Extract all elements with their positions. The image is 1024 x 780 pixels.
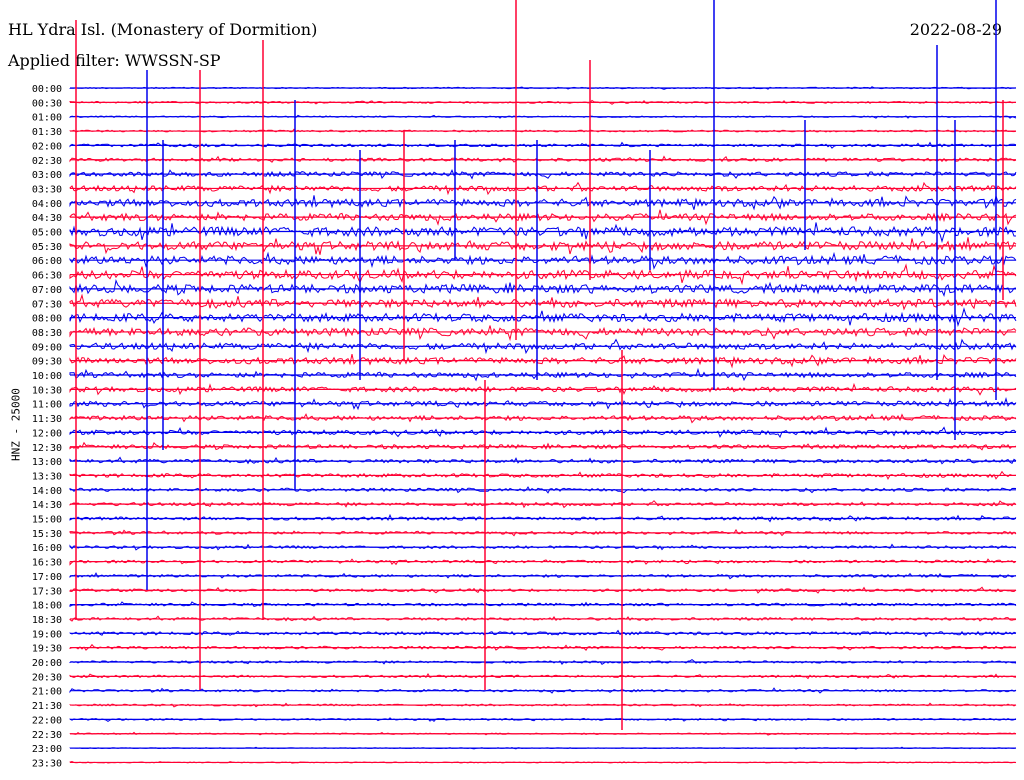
tick-label-1830: 18:30 [32, 615, 62, 626]
tick-label-0500: 05:00 [32, 228, 62, 239]
trace-1830 [69, 615, 1017, 622]
trace-0730 [69, 293, 1017, 311]
tick-label-2030: 20:30 [32, 672, 62, 683]
tick-label-1900: 19:00 [32, 629, 62, 640]
tick-label-1600: 16:00 [32, 543, 62, 554]
tick-label-0330: 03:30 [32, 184, 62, 195]
tick-label-1330: 13:30 [32, 471, 62, 482]
record-date: 2022-08-29 [909, 20, 1002, 39]
event-spikes [75, 0, 1004, 730]
tick-label-1500: 15:00 [32, 515, 62, 526]
tick-label-0830: 08:30 [32, 328, 62, 339]
tick-label-0100: 01:00 [32, 113, 62, 124]
tick-label-1430: 14:30 [32, 500, 62, 511]
tick-label-2330: 23:30 [32, 758, 62, 769]
tick-label-2230: 22:30 [32, 730, 62, 741]
tick-label-1730: 17:30 [32, 586, 62, 597]
trace-0530 [69, 237, 1017, 255]
tick-label-0530: 05:30 [32, 242, 62, 253]
tick-label-0800: 08:00 [32, 314, 62, 325]
trace-0300 [69, 169, 1017, 180]
tick-label-2130: 21:30 [32, 701, 62, 712]
tick-label-1230: 12:30 [32, 443, 62, 454]
tick-label-0230: 02:30 [32, 156, 62, 167]
tick-label-2100: 21:00 [32, 687, 62, 698]
trace-0700 [69, 279, 1017, 297]
tick-label-1030: 10:30 [32, 385, 62, 396]
trace-0430 [69, 209, 1017, 226]
time-tick-labels: 00:00 00:30 01:00 01:30 02:00 02:30 03:00 03:30… [32, 84, 62, 769]
seismic-traces [69, 86, 1017, 764]
tick-label-0000: 00:00 [32, 84, 62, 95]
tick-label-1930: 19:30 [32, 644, 62, 655]
trace-0600 [69, 251, 1017, 270]
trace-1330 [69, 470, 1017, 481]
trace-0630 [69, 263, 1017, 286]
tick-label-1200: 12:00 [32, 428, 62, 439]
tick-label-1130: 11:30 [32, 414, 62, 425]
trace-0830 [69, 325, 1017, 342]
filter-label: Applied filter: WWSSN-SP [8, 51, 221, 70]
tick-label-0130: 01:30 [32, 127, 62, 138]
tick-label-0600: 06:00 [32, 256, 62, 267]
tick-label-1700: 17:00 [32, 572, 62, 583]
tick-label-0900: 09:00 [32, 342, 62, 353]
tick-label-1400: 14:00 [32, 486, 62, 497]
tick-label-2200: 22:00 [32, 715, 62, 726]
tick-label-0030: 00:30 [32, 98, 62, 109]
trace-1230 [69, 441, 1017, 451]
tick-label-0430: 04:30 [32, 213, 62, 224]
tick-label-2300: 23:00 [32, 744, 62, 755]
tick-label-2000: 20:00 [32, 658, 62, 669]
tick-label-0300: 03:00 [32, 170, 62, 181]
tick-label-0400: 04:00 [32, 199, 62, 210]
tick-label-0700: 07:00 [32, 285, 62, 296]
trace-1100 [69, 396, 1017, 411]
tick-label-1630: 16:30 [32, 558, 62, 569]
tick-label-1530: 15:30 [32, 529, 62, 540]
tick-label-1100: 11:00 [32, 400, 62, 411]
tick-label-1000: 10:00 [32, 371, 62, 382]
tick-label-0630: 06:30 [32, 271, 62, 282]
tick-label-0730: 07:30 [32, 299, 62, 310]
tick-label-1800: 18:00 [32, 601, 62, 612]
tick-label-0200: 02:00 [32, 141, 62, 152]
station-title: HL Ydra Isl. (Monastery of Dormition) [8, 20, 318, 39]
tick-label-1300: 13:00 [32, 457, 62, 468]
trace-0500 [69, 222, 1016, 244]
tick-label-0930: 09:30 [32, 357, 62, 368]
trace-2030 [69, 673, 1017, 680]
trace-0800 [69, 307, 1017, 327]
